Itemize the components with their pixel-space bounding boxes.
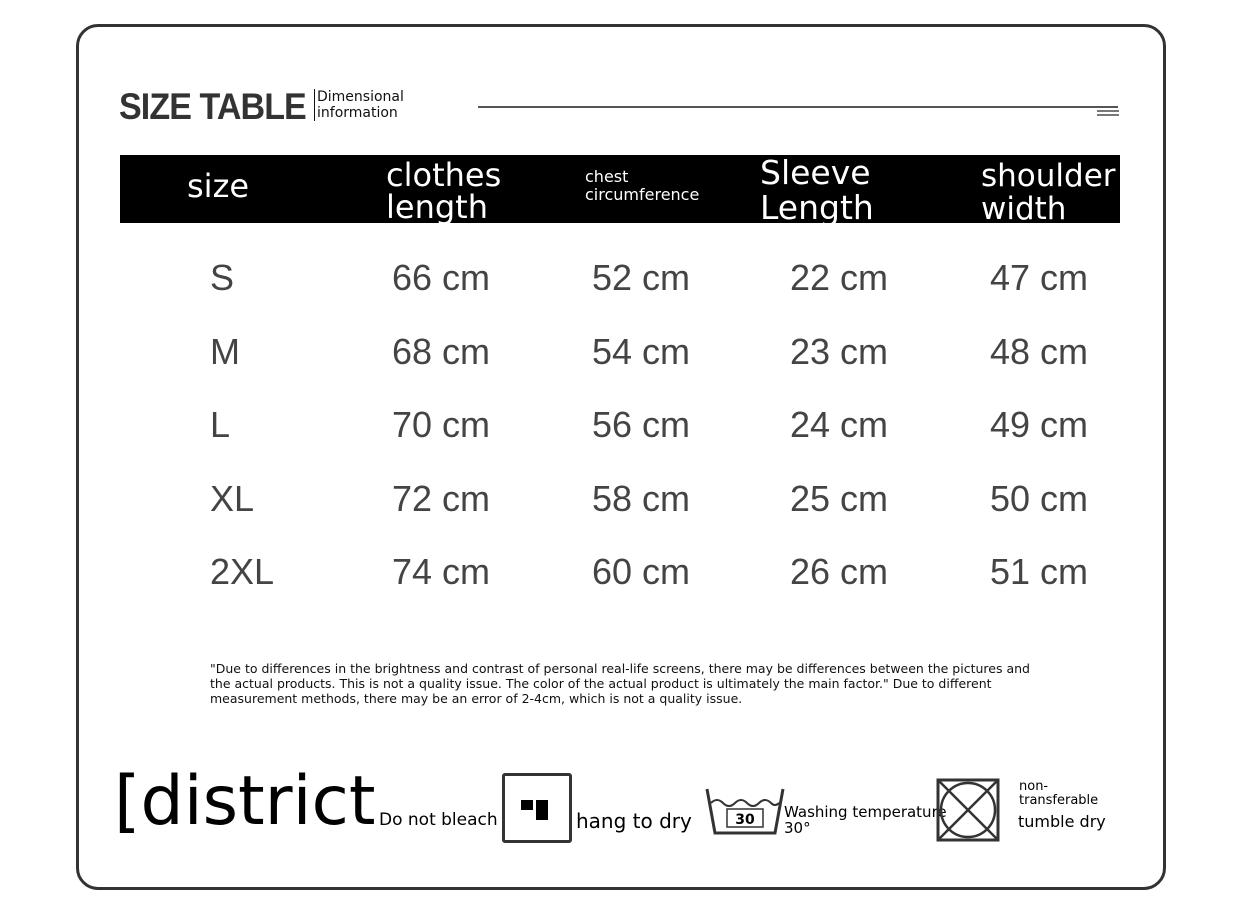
header-rule: [478, 106, 1118, 108]
page-title: SIZE TABLE: [119, 86, 307, 127]
table-cell: S: [210, 257, 235, 298]
table-row: S 66 cm 52 cm 22 cm 47 cm: [0, 257, 1242, 298]
disclaimer-note: "Due to differences in the brightness an…: [210, 661, 1030, 706]
table-cell: 51 cm: [990, 551, 1089, 592]
subtitle-line-1: Dimensional: [317, 89, 404, 105]
column-header-sleeve-length: Sleeve Length: [760, 153, 874, 227]
hang-to-dry-label: hang to dry: [576, 809, 692, 833]
column-header-clothes-length: clothes length: [386, 156, 502, 226]
table-cell: 74 cm: [392, 551, 491, 592]
menu-lines-icon: [1097, 110, 1119, 118]
care-heading: [district: [114, 762, 376, 841]
wash-30-icon: 30: [705, 788, 785, 835]
table-cell: 50 cm: [990, 478, 1089, 519]
table-cell: 60 cm: [592, 551, 691, 592]
column-header-size: size: [187, 167, 250, 205]
table-cell: 68 cm: [392, 331, 491, 372]
table-cell: M: [210, 331, 240, 372]
table-cell: 58 cm: [592, 478, 691, 519]
table-cell: 72 cm: [392, 478, 491, 519]
do-not-bleach-label: Do not bleach: [379, 810, 498, 830]
table-cell: 25 cm: [790, 478, 889, 519]
table-cell: 56 cm: [592, 404, 691, 445]
table-cell: 2XL: [210, 551, 275, 592]
table-row: 2XL 74 cm 60 cm 26 cm 51 cm: [0, 551, 1242, 592]
column-header-chest: chest circumference: [585, 167, 700, 204]
table-cell: 49 cm: [990, 404, 1089, 445]
size-chart-frame: [76, 24, 1166, 890]
table-cell: 48 cm: [990, 331, 1089, 372]
table-row: L 70 cm 56 cm 24 cm 49 cm: [0, 404, 1242, 445]
non-transferable-label: non-transferable: [1019, 779, 1099, 808]
table-cell: 23 cm: [790, 331, 889, 372]
table-cell: 54 cm: [592, 331, 691, 372]
table-cell: L: [210, 404, 231, 445]
table-cell: 24 cm: [790, 404, 889, 445]
page-subtitle: Dimensional information: [314, 89, 404, 121]
table-cell: 52 cm: [592, 257, 691, 298]
washing-temperature-label: Washing temperature 30°: [784, 803, 947, 837]
table-cell: 26 cm: [790, 551, 889, 592]
table-cell: XL: [210, 478, 255, 519]
column-header-shoulder-width: shoulder width: [981, 158, 1116, 227]
table-row: M 68 cm 54 cm 23 cm 48 cm: [0, 331, 1242, 372]
no-tumble-dry-icon: [936, 778, 1000, 842]
table-cell: 22 cm: [790, 257, 889, 298]
table-cell: 66 cm: [392, 257, 491, 298]
table-cell: 70 cm: [392, 404, 491, 445]
hang-dry-icon: [502, 773, 572, 843]
table-row: XL 72 cm 58 cm 25 cm 50 cm: [0, 478, 1242, 519]
table-cell: 47 cm: [990, 257, 1089, 298]
tumble-dry-label: tumble dry: [1018, 812, 1106, 831]
table-header: [120, 155, 1120, 223]
wash-temperature-number: 30: [735, 812, 755, 828]
subtitle-line-2: information: [317, 105, 398, 121]
